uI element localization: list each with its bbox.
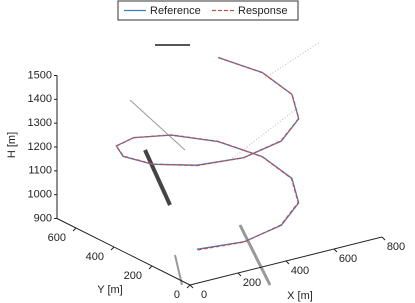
legend-box — [117, 0, 299, 21]
x-tick — [381, 236, 386, 241]
z-tick-label: 1100 — [28, 165, 52, 177]
x-tick — [333, 248, 338, 253]
x-tick — [285, 260, 290, 265]
z-tick-label: 1300 — [28, 117, 52, 129]
y-tick-label: 600 — [48, 232, 66, 244]
series-line — [115, 56, 300, 251]
series-line — [115, 56, 300, 250]
z-tick-label: 900 — [34, 212, 52, 224]
z-tick-label: 1400 — [28, 93, 52, 105]
z-tick-label: 1200 — [28, 141, 52, 153]
aircraft-sketches — [129, 41, 321, 286]
aircraft — [143, 149, 172, 206]
y-tick — [72, 227, 77, 232]
legend-label: Reference — [150, 5, 201, 17]
z-axis-label: H [m] — [6, 132, 18, 158]
z-tick-label: 1500 — [28, 69, 52, 81]
y-tick — [110, 246, 115, 251]
x-tick-label: 800 — [387, 241, 405, 253]
aircraft — [238, 224, 272, 286]
x-tick-label: 600 — [339, 253, 357, 265]
x-tick-label: 200 — [243, 277, 261, 289]
y-tick-label: 400 — [86, 251, 104, 263]
x-tick-label: 0 — [201, 289, 207, 301]
aircraft — [129, 99, 186, 151]
x-tick — [237, 272, 242, 277]
y-axis-label: Y [m] — [97, 284, 122, 296]
y-tick — [148, 265, 153, 270]
legend: Reference Response — [117, 0, 299, 21]
legend-label: Response — [238, 5, 288, 17]
z-tick-label: 1000 — [28, 189, 52, 201]
x-tick — [189, 284, 194, 289]
y-tick — [186, 284, 191, 289]
aircraft — [264, 41, 321, 79]
y-axis — [56, 218, 191, 286]
y-tick-label: 0 — [174, 289, 180, 301]
x-axis-label: X [m] — [287, 290, 313, 302]
x-tick-label: 400 — [291, 265, 309, 277]
y-tick-label: 200 — [124, 270, 142, 282]
